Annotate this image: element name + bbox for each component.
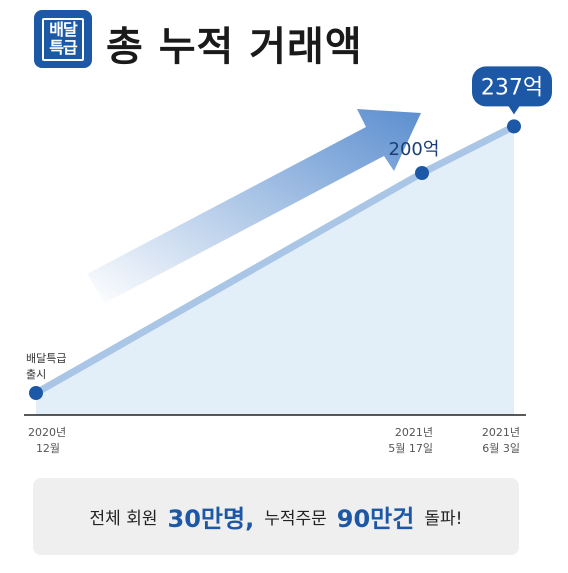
data-point-1 (29, 386, 43, 400)
chart-area (36, 126, 514, 415)
data-label-3: 237억 (481, 75, 543, 100)
logo-text-top: 배달 (49, 20, 77, 39)
x-tick-label-1-date: 12월 (36, 442, 60, 455)
launch-annotation-line-2: 출시 (26, 368, 46, 381)
achievement-banner: 전체 회원 30만명, 누적주문 90만건 돌파! (33, 478, 519, 555)
value-bubble-pointer (508, 105, 520, 115)
logo-text-bottom: 특급 (49, 38, 77, 57)
x-tick-label-3-date: 6월 3일 (482, 441, 520, 455)
launch-annotation-line-1: 배달특급 (26, 352, 66, 365)
value-bubble (472, 66, 552, 107)
x-tick-label-3-year: 2021년 (482, 426, 520, 439)
page-title: 총 누적 거래액 (106, 24, 363, 70)
x-tick-label-1-year: 2020년 (28, 426, 66, 439)
banner-members-count: 30만명, (167, 505, 255, 533)
banner-text-breakthrough: 돌파! (424, 509, 463, 529)
data-point-2 (415, 166, 429, 180)
brand-logo: 배달 특급 (34, 10, 92, 68)
logo-mark: 배달 특급 (42, 18, 84, 61)
banner-text-members: 전체 회원 (89, 509, 158, 529)
banner-text-orders: 누적주문 (264, 509, 327, 529)
data-point-3 (507, 119, 521, 134)
growth-arrow-icon (87, 109, 421, 303)
x-tick-label-2-year: 2021년 (395, 426, 433, 439)
data-label-2: 200억 (389, 139, 440, 160)
x-tick-label-2-date: 5월 17일 (388, 441, 433, 455)
banner-orders-count: 90만건 (336, 505, 415, 533)
